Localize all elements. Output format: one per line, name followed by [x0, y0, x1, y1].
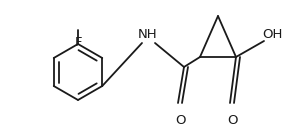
Text: NH: NH	[138, 29, 158, 41]
Text: O: O	[227, 114, 237, 127]
Text: O: O	[175, 114, 185, 127]
Text: F: F	[74, 36, 82, 49]
Text: OH: OH	[262, 29, 282, 41]
